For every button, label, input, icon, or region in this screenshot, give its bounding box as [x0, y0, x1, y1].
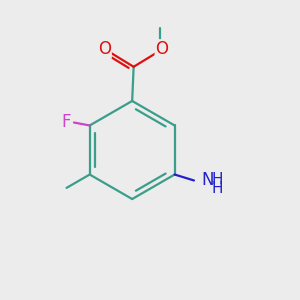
- Text: F: F: [61, 113, 71, 131]
- Text: H: H: [211, 181, 223, 196]
- Text: N: N: [201, 172, 214, 190]
- Text: O: O: [155, 40, 168, 58]
- Text: O: O: [98, 40, 111, 58]
- Text: H: H: [211, 172, 223, 188]
